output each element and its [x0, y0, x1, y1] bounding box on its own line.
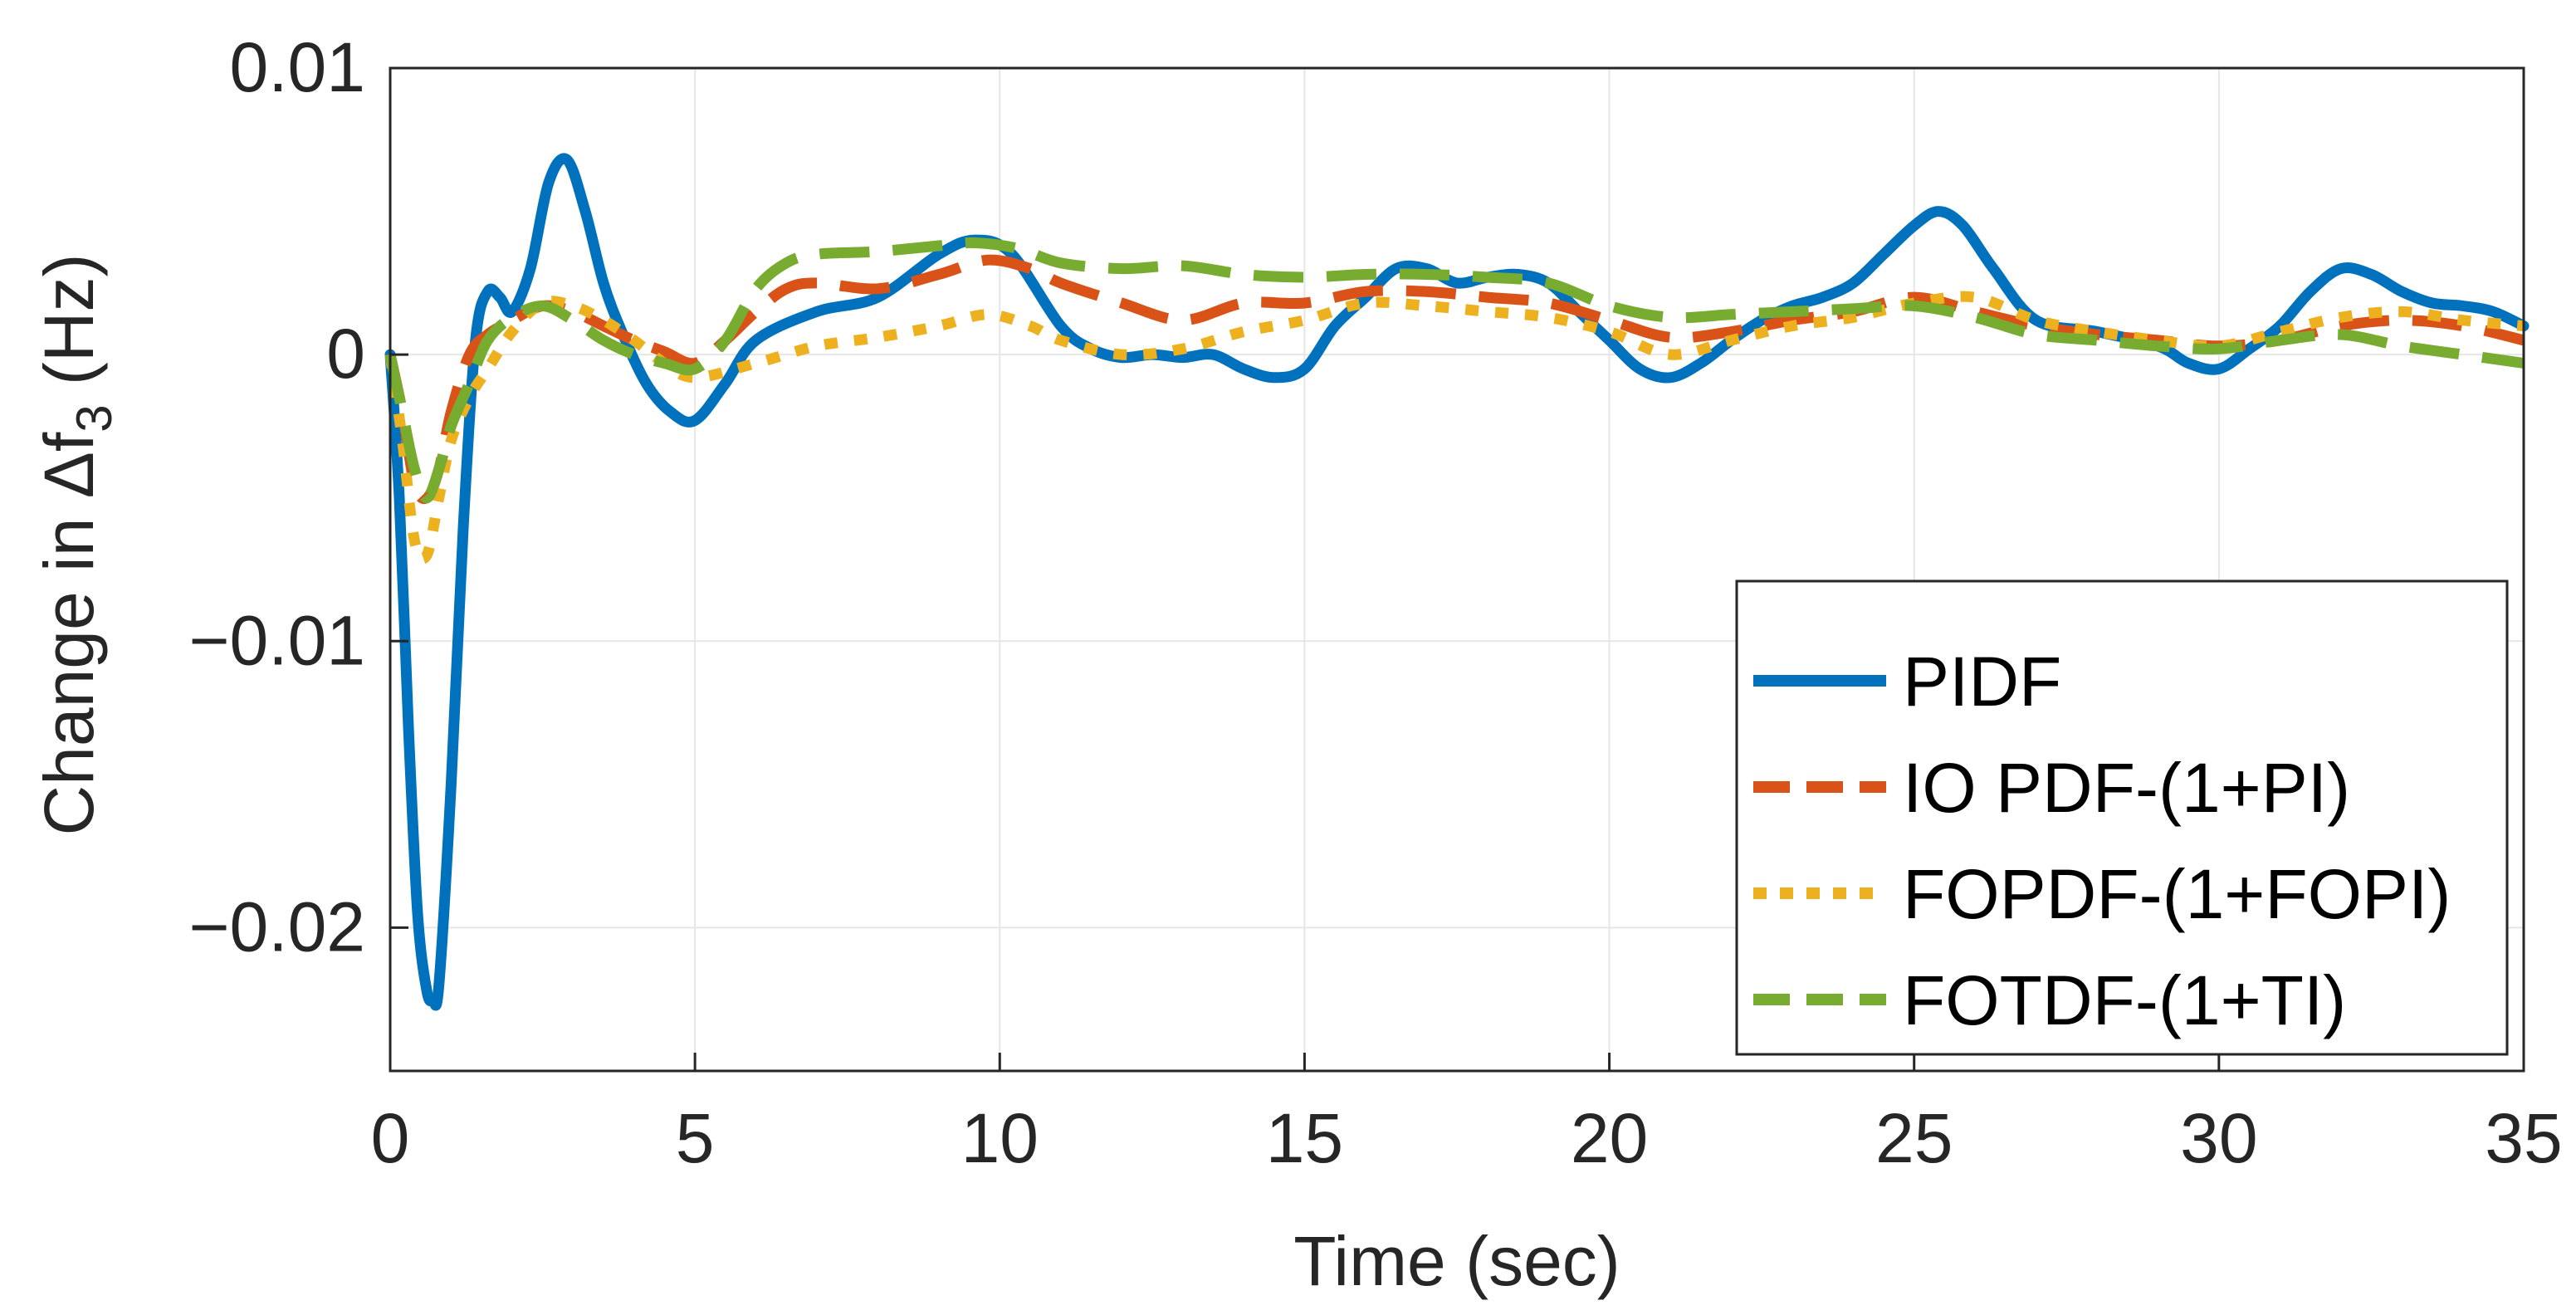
x-tick-label: 30	[2180, 1099, 2257, 1177]
x-tick-label: 25	[1875, 1099, 1953, 1177]
x-tick-label: 15	[1266, 1099, 1343, 1177]
y-tick-label: −0.01	[188, 601, 365, 679]
x-tick-label: 20	[1571, 1099, 1648, 1177]
y-axis-label: Change in Δf3 (Hz)	[30, 253, 122, 835]
y-axis-label-main: Change in Δf	[30, 432, 108, 835]
y-axis-label-subscript: 3	[66, 404, 122, 432]
tick-labels: 0 5 10 15 20 25 30 35 −0.02 −0.01 0 0.01	[188, 28, 2562, 1177]
series-layer	[384, 153, 2530, 1011]
y-tick-label: −0.02	[188, 887, 365, 965]
x-tick-label: 10	[961, 1099, 1039, 1177]
y-tick-label: 0	[326, 315, 365, 393]
x-axis-label: Time (sec)	[1293, 1222, 1620, 1300]
legend-label-2: FOPDF-(1+FOPI)	[1903, 855, 2451, 933]
y-axis-label-unit: (Hz)	[30, 253, 108, 404]
series-line-2	[384, 291, 2525, 565]
series-line-3	[384, 237, 2525, 504]
legend-label-3: FOTDF-(1+TI)	[1903, 961, 2346, 1039]
legend-label-1: IO PDF-(1+PI)	[1903, 749, 2350, 827]
x-tick-label: 0	[371, 1099, 410, 1177]
series-line-1	[384, 254, 2525, 505]
legend: PIDF IO PDF-(1+PI) FOPDF-(1+FOPI) FOTDF-(1+…	[1735, 579, 2509, 1056]
axis-ticks	[389, 66, 2525, 1071]
legend-box	[1735, 579, 2509, 1056]
legend-label-0: PIDF	[1903, 643, 2061, 721]
x-tick-label: 35	[2485, 1099, 2562, 1177]
y-tick-label: 0.01	[230, 28, 366, 106]
x-tick-label: 5	[676, 1099, 715, 1177]
plot-area-frame	[389, 66, 2525, 1073]
